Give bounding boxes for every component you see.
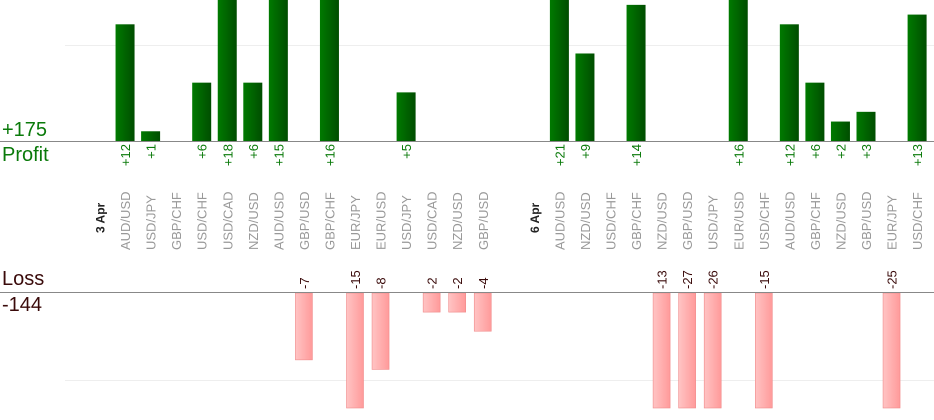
profit-bar [268,0,288,141]
loss-label: Loss [2,268,45,290]
pair-label: GBP/CHF [322,192,337,250]
loss-value-label: -26 [706,270,721,289]
profit-value-label: +13 [910,144,925,166]
profit-value-label: +12 [782,144,797,166]
loss-value-label: -7 [297,277,312,289]
loss-bar [882,292,901,409]
profit-bar [115,24,135,141]
loss-total: -144 [2,294,43,316]
profit-bar [856,111,876,141]
profit-value-label: +6 [195,144,210,159]
loss-bar [754,292,773,409]
pair-label: GBP/CHF [169,192,184,250]
profit-bar [907,14,927,142]
pair-label: USD/JPY [144,195,159,250]
pair-label: GBP/CHF [629,192,644,250]
profit-value-label: +16 [731,144,746,166]
loss-value-label: -8 [374,277,389,289]
pair-label: GBP/USD [859,191,874,250]
loss-bar [422,292,441,313]
profit-bar [575,53,595,141]
profit-bar [243,82,263,141]
pair-label: AUD/USD [118,191,133,250]
profit-value-label: +6 [246,144,261,159]
pair-label: GBP/USD [297,191,312,250]
pair-label: USD/CHF [604,192,619,250]
pair-label: AUD/USD [782,191,797,250]
pair-label: USD/CAD [425,191,440,250]
pair-label: USD/JPY [706,195,721,250]
pair-label: NZD/USD [578,192,593,250]
pair-label: USD/CHF [910,192,925,250]
pair-label: AUD/USD [271,191,286,250]
loss-value-label: -13 [655,270,670,289]
pair-label: EUR/USD [731,191,746,250]
profit-bar [728,0,748,141]
profit-bar [830,121,850,141]
loss-bar [346,292,364,409]
loss-bar [678,292,696,409]
profit-value-label: +21 [552,144,567,166]
profit-value-label: +18 [220,144,235,166]
pair-label: EUR/JPY [885,195,900,250]
profit-value-label: +5 [399,144,414,159]
profit-bar [779,24,799,141]
profit-value-label: +14 [629,144,644,166]
profit-value-label: +16 [322,144,337,166]
profit-bar [396,92,416,141]
pair-label: GBP/USD [476,191,491,250]
loss-bar [371,292,390,370]
loss-value-label: -15 [348,270,363,289]
pair-label: USD/CHF [195,192,210,250]
loss-bar [295,292,313,361]
loss-value-label: -15 [757,270,772,289]
profit-bar [217,0,237,141]
loss-value-label: -27 [680,270,695,289]
profit-bar [626,4,646,141]
pair-label: EUR/JPY [348,195,363,250]
profit-bar [805,82,825,141]
pair-label: AUD/USD [552,191,567,250]
profit-bar [549,0,569,141]
loss-value-label: -25 [885,270,900,289]
profit-value-label: +15 [271,144,286,166]
pair-label: EUR/USD [374,191,389,250]
loss-bar [703,292,722,409]
loss-bar [652,292,671,409]
pair-label: GBP/USD [680,191,695,250]
profit-value-label: +12 [118,144,133,166]
profit-value-label: +6 [808,144,823,159]
loss-value-label: -4 [476,277,491,289]
profit-value-label: +2 [833,144,848,159]
pair-label: USD/CHF [757,192,772,250]
loss-bar [448,292,467,313]
profit-label: Profit [2,144,49,166]
pair-label: NZD/USD [246,192,261,250]
profit-value-label: +3 [859,144,874,159]
profit-bar [319,0,339,141]
pair-label: NZD/USD [833,192,848,250]
pair-label: NZD/USD [450,192,465,250]
loss-value-label: -2 [425,277,440,289]
date-label: 6 Apr [528,202,542,233]
pair-label: GBP/CHF [808,192,823,250]
profit-bar [192,82,212,141]
loss-value-label: -2 [450,277,465,289]
loss-bar [473,292,492,332]
pair-label: USD/JPY [399,195,414,250]
profit-bar [141,131,161,141]
date-label: 3 Apr [94,202,108,233]
pair-label: USD/CAD [220,191,235,250]
profit-value-label: +9 [578,144,593,159]
profit-total: +175 [2,119,48,141]
profit-value-label: +1 [144,144,159,159]
pair-label: NZD/USD [655,192,670,250]
